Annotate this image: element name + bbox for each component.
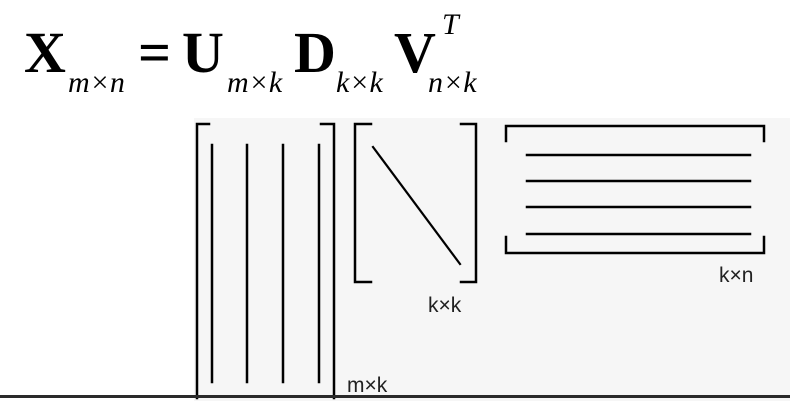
diagram-background	[194, 118, 790, 401]
equals-sign: =	[138, 20, 172, 85]
v-superscript: T	[442, 8, 459, 41]
u-right-bracket	[319, 122, 336, 400]
d-symbol: D	[294, 20, 336, 85]
vt-matrix	[504, 124, 766, 255]
d-diagonal-line	[371, 145, 462, 266]
bottom-divider	[0, 395, 790, 398]
d-dimension-label: k×k	[428, 294, 462, 317]
x-subscript: m×n	[68, 66, 125, 99]
vt-bottom-bracket	[504, 235, 766, 255]
d-subscript: k×k	[336, 66, 383, 99]
d-matrix	[353, 122, 478, 284]
vt-top-bracket	[504, 124, 766, 143]
d-right-bracket	[459, 122, 478, 284]
vt-dimension-label: k×n	[719, 264, 754, 287]
v-symbol: V	[394, 20, 436, 85]
u-left-bracket	[195, 122, 211, 400]
u-matrix	[195, 122, 336, 400]
v-subscript: n×k	[428, 66, 477, 99]
x-symbol: X	[24, 20, 66, 85]
u-subscript: m×k	[227, 66, 283, 99]
u-dimension-label: m×k	[347, 374, 388, 397]
u-symbol: U	[182, 20, 224, 85]
d-left-bracket	[353, 122, 373, 284]
